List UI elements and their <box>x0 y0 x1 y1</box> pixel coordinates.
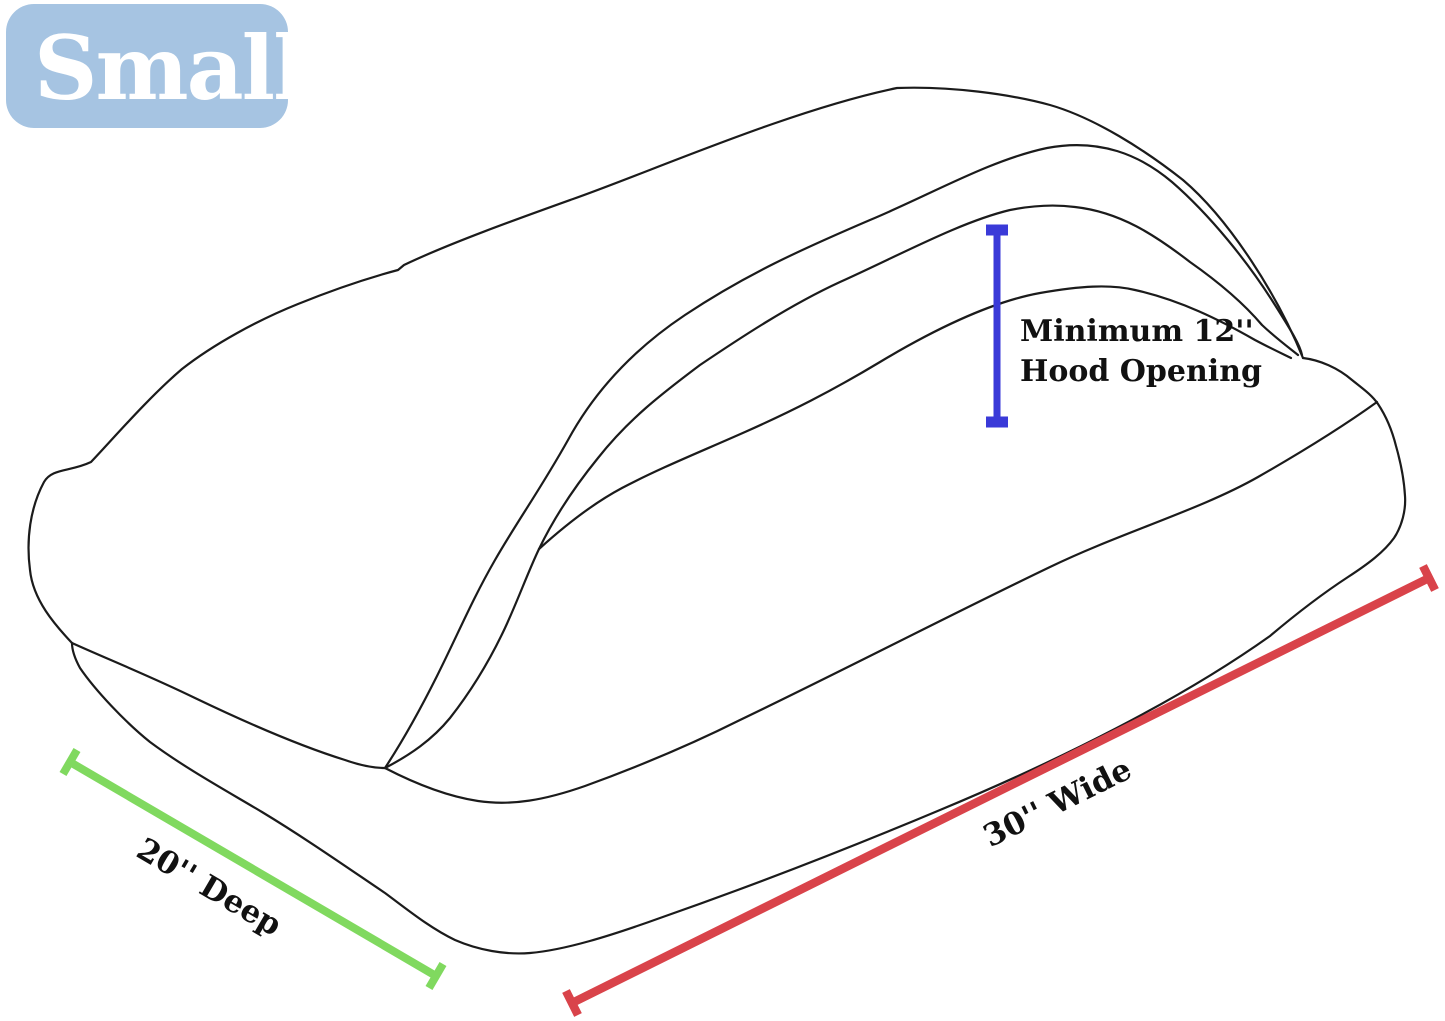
depth-dimension: 20'' Deep <box>59 747 447 991</box>
width-dimension-line <box>570 574 1431 1007</box>
hood-opening-label-line1: Minimum 12'' <box>1020 314 1254 349</box>
width-dimension-end-cap <box>1419 564 1439 592</box>
cushion-top-edge-path <box>383 400 1379 804</box>
bed-base-outline-path <box>70 356 1407 955</box>
size-badge: Small <box>6 4 307 128</box>
hood-rim-outer-path <box>383 144 1304 770</box>
depth-dimension-start-cap <box>59 747 81 777</box>
hood-opening-arc-path <box>537 285 1293 551</box>
depth-label: 20'' Deep <box>130 831 287 943</box>
width-dimension-start-cap <box>562 989 582 1017</box>
depth-dimension-line <box>67 758 439 980</box>
left-side-top-edge-path <box>70 641 387 770</box>
size-badge-label: Small <box>34 16 305 120</box>
hood-rim-inner-path <box>383 204 1300 770</box>
width-dimension: 30'' Wide <box>562 564 1439 1017</box>
bed-outer-silhouette-path <box>27 86 1305 645</box>
hood-opening-dimension: Minimum 12'' Hood Opening <box>986 224 1262 428</box>
size-badge-background <box>6 4 288 128</box>
bed-sketch <box>27 86 1407 955</box>
depth-dimension-end-cap <box>425 961 447 991</box>
hood-opening-label-line2: Hood Opening <box>1020 354 1262 389</box>
